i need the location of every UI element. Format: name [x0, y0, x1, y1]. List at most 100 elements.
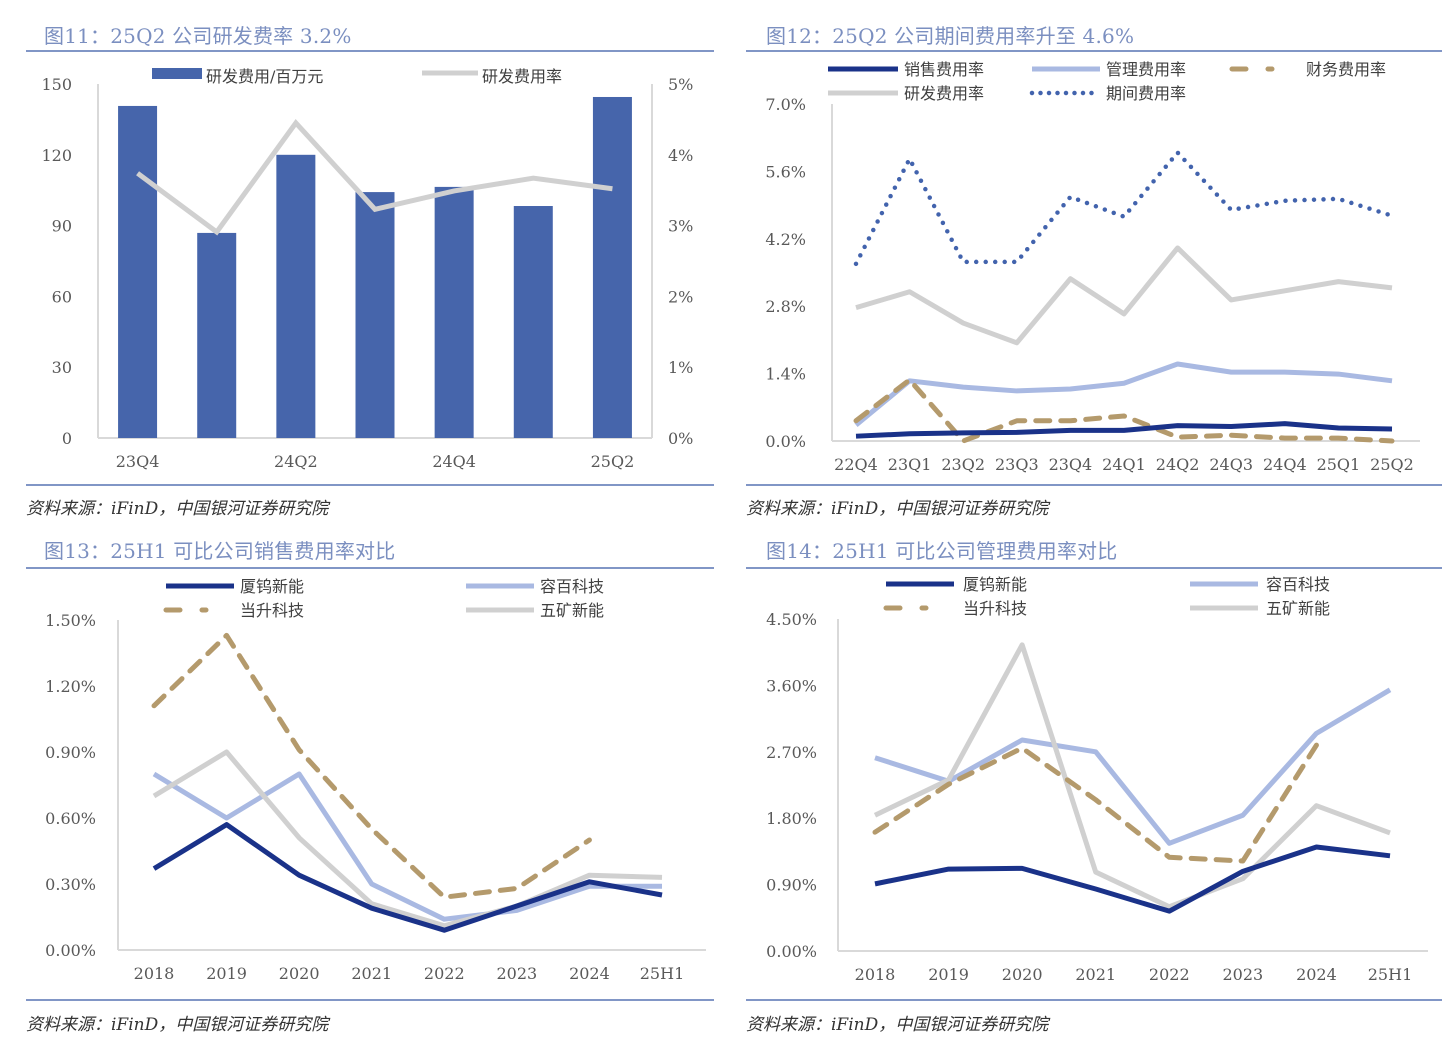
legend-label: 容百科技 [540, 577, 604, 596]
series-line-1 [874, 844, 1391, 914]
x-tick-label: 23Q4 [1049, 455, 1093, 474]
y-right-tick-label: 4% [668, 146, 693, 165]
y-right-tick-label: 2% [668, 287, 693, 306]
bar-rd-expense [513, 206, 553, 438]
y-tick-label: 0.30% [45, 875, 96, 894]
x-tick-label: 23Q2 [941, 455, 985, 474]
y-tick-label: 1.4% [765, 365, 806, 384]
figure-12-top-rule [746, 50, 1442, 52]
legend-label: 期间费用率 [1106, 84, 1186, 103]
y-tick-label: 1.20% [45, 677, 96, 696]
x-tick-label: 25Q2 [591, 452, 635, 471]
figure-11-source: 资料来源：iFinD，中国银河证券研究院 [26, 499, 329, 519]
figure-14-title: 图14：25H1 可比公司管理费用率对比 [766, 539, 1118, 563]
legend-label: 当升科技 [240, 601, 304, 620]
figure-12-title: 图12：25Q2 公司期间费用率升至 4.6% [766, 24, 1135, 48]
figure-13-title: 图13：25H1 可比公司销售费用率对比 [44, 539, 396, 563]
y-tick-label: 0.90% [45, 743, 96, 762]
legend-label: 厦钨新能 [240, 577, 304, 596]
x-tick-label: 24Q3 [1209, 455, 1253, 474]
y-tick-label: 5.6% [765, 162, 806, 181]
legend-swatch-bar [152, 68, 202, 79]
legend-label: 财务费用率 [1306, 60, 1386, 79]
y-tick-label: 0.00% [766, 942, 817, 961]
legend-label: 研发费用率 [904, 84, 984, 103]
x-tick-label: 25Q1 [1317, 455, 1361, 474]
y-tick-label: 0.00% [45, 941, 96, 960]
x-tick-label: 2022 [424, 964, 465, 983]
y-tick-label: 4.2% [765, 230, 806, 249]
y-right-tick-label: 3% [668, 217, 693, 236]
x-tick-label: 2022 [1149, 965, 1190, 984]
figure-13-source: 资料来源：iFinD，中国银河证券研究院 [26, 1015, 329, 1035]
series-line-3 [872, 742, 1319, 864]
legend-label: 管理费用率 [1106, 60, 1186, 79]
legend-label: 销售费用率 [904, 60, 984, 79]
y-tick-label: 4.50% [766, 610, 817, 629]
series-line-2 [152, 771, 662, 922]
x-tick-label: 23Q1 [888, 455, 932, 474]
x-tick-label: 24Q1 [1102, 455, 1146, 474]
y-left-tick-label: 90 [52, 217, 72, 236]
figure-13-top-rule [26, 567, 714, 569]
y-tick-label: 1.80% [766, 809, 817, 828]
bar-rd-expense [434, 186, 474, 438]
legend-label: 研发费用率 [482, 67, 562, 86]
bar-rd-expense [118, 105, 158, 438]
x-tick-label: 2024 [1296, 965, 1337, 984]
y-left-tick-label: 30 [52, 358, 72, 377]
x-tick-label: 2020 [1002, 965, 1043, 984]
x-tick-label: 23Q4 [116, 452, 160, 471]
y-right-tick-label: 0% [668, 429, 693, 448]
y-tick-label: 0.0% [765, 432, 806, 451]
y-tick-label: 2.8% [765, 297, 806, 316]
x-tick-label: 23Q3 [995, 455, 1039, 474]
y-left-tick-label: 120 [41, 146, 72, 165]
legend-label: 当升科技 [963, 599, 1027, 618]
y-left-tick-label: 60 [52, 287, 72, 306]
y-tick-label: 0.60% [45, 809, 96, 828]
y-left-tick-label: 150 [41, 75, 72, 94]
bar-rd-expense [197, 232, 237, 438]
bar-rd-expense [355, 192, 395, 438]
x-tick-label: 24Q2 [1156, 455, 1200, 474]
x-tick-label: 2019 [928, 965, 969, 984]
y-right-tick-label: 1% [668, 358, 693, 377]
x-tick-label: 25H1 [1368, 965, 1413, 984]
bar-rd-expense [592, 96, 632, 438]
x-tick-label: 2018 [855, 965, 896, 984]
legend-label: 五矿新能 [540, 601, 604, 620]
x-tick-label: 24Q4 [432, 452, 476, 471]
series-line-1 [152, 822, 663, 933]
figure-12-source: 资料来源：iFinD，中国银河证券研究院 [746, 499, 1049, 519]
x-tick-label: 22Q4 [834, 455, 878, 474]
series-line-2 [874, 687, 1392, 846]
x-tick-label: 2023 [496, 964, 537, 983]
legend-label: 研发费用/百万元 [206, 67, 323, 86]
y-left-tick-label: 0 [62, 429, 72, 448]
x-tick-label: 25H1 [640, 964, 685, 983]
figure-14-bottom-rule [746, 999, 1442, 1001]
x-tick-label: 2024 [569, 964, 610, 983]
x-tick-label: 2019 [206, 964, 247, 983]
x-tick-label: 2023 [1222, 965, 1263, 984]
x-tick-label: 25Q2 [1370, 455, 1414, 474]
series-line-4 [873, 642, 1391, 910]
x-tick-label: 2020 [279, 964, 320, 983]
bar-rd-expense [276, 154, 316, 439]
figure-14-top-rule [746, 567, 1442, 569]
y-tick-label: 3.60% [766, 676, 817, 695]
figure-11-title: 图11：25Q2 公司研发费率 3.2% [44, 24, 352, 48]
y-tick-label: 2.70% [766, 743, 817, 762]
legend-label: 容百科技 [1266, 575, 1330, 594]
figure-14-source: 资料来源：iFinD，中国银河证券研究院 [746, 1015, 1049, 1035]
legend-label: 五矿新能 [1266, 599, 1330, 618]
figure-11-bottom-rule [26, 484, 714, 486]
legend-label: 厦钨新能 [963, 575, 1027, 594]
y-tick-label: 0.90% [766, 876, 817, 895]
x-tick-label: 24Q4 [1263, 455, 1307, 474]
y-tick-label: 1.50% [45, 611, 96, 630]
